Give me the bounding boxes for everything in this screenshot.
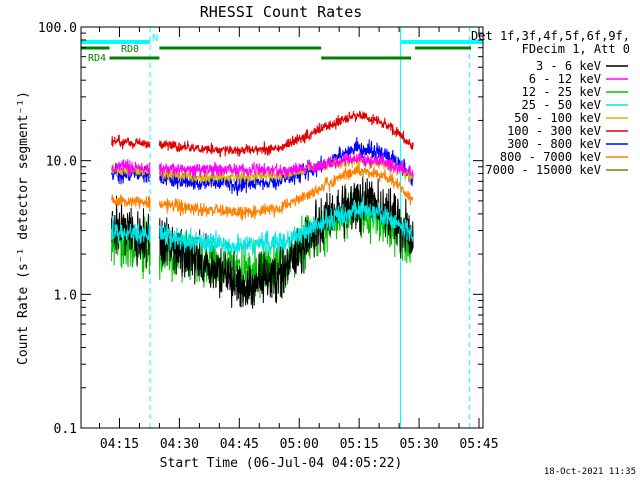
legend-label: 50 - 100 keV: [514, 111, 601, 125]
flag-label: RD0: [121, 44, 139, 55]
chart-title: RHESSI Count Rates: [200, 3, 363, 21]
plot-area: RD0 RD4 N: [80, 27, 483, 428]
x-tick-label: 04:45: [220, 437, 259, 452]
timestamp: 18-Oct-2021 11:35: [544, 467, 636, 477]
x-tick-label: 05:30: [400, 437, 439, 452]
legend-label: 100 - 300 keV: [507, 124, 601, 138]
series-line: [111, 152, 414, 179]
legend-label: 6 - 12 keV: [529, 72, 601, 86]
flag-marker-label: N: [152, 33, 158, 44]
legend: Det 1f,3f,4f,5f,6f,9f, FDecim 1, Att 0 3…: [471, 29, 630, 177]
series-line: [111, 110, 414, 158]
x-axis-label: Start Time (06-Jul-04 04:05:22): [160, 456, 403, 471]
legend-label: 12 - 25 keV: [522, 85, 601, 99]
x-tick-label: 04:15: [100, 437, 139, 452]
legend-title-line-1: Det 1f,3f,4f,5f,6f,9f,: [471, 29, 630, 43]
x-tick-label: 05:15: [340, 437, 379, 452]
legend-title-line-2: FDecim 1, Att 0: [522, 42, 630, 56]
y-axis: 0.1 1.0 10.0 100.0: [38, 21, 483, 437]
legend-label: 7000 - 15000 keV: [485, 163, 601, 177]
x-axis: 04:15 04:30 04:45 05:00 05:15 05:30 05:45: [99, 27, 499, 452]
x-tick-label: 05:45: [459, 437, 498, 452]
legend-label: 800 - 7000 keV: [500, 150, 601, 164]
x-tick-label: 04:30: [160, 437, 199, 452]
flag-label: RD4: [88, 53, 106, 64]
x-tick-label: 05:00: [280, 437, 319, 452]
plot-frame: [80, 26, 484, 429]
series-line: [111, 196, 414, 257]
series-line: [111, 164, 414, 221]
legend-label: 300 - 800 keV: [507, 137, 601, 151]
legend-label: 3 - 6 keV: [536, 59, 601, 73]
y-tick-label: 10.0: [46, 155, 77, 170]
y-axis-label: Count Rate (s⁻¹ detector segment⁻¹): [16, 91, 31, 365]
y-tick-label: 0.1: [54, 422, 77, 437]
y-tick-label: 100.0: [38, 21, 77, 36]
legend-label: 25 - 50 keV: [522, 98, 601, 112]
y-tick-label: 1.0: [54, 288, 77, 303]
